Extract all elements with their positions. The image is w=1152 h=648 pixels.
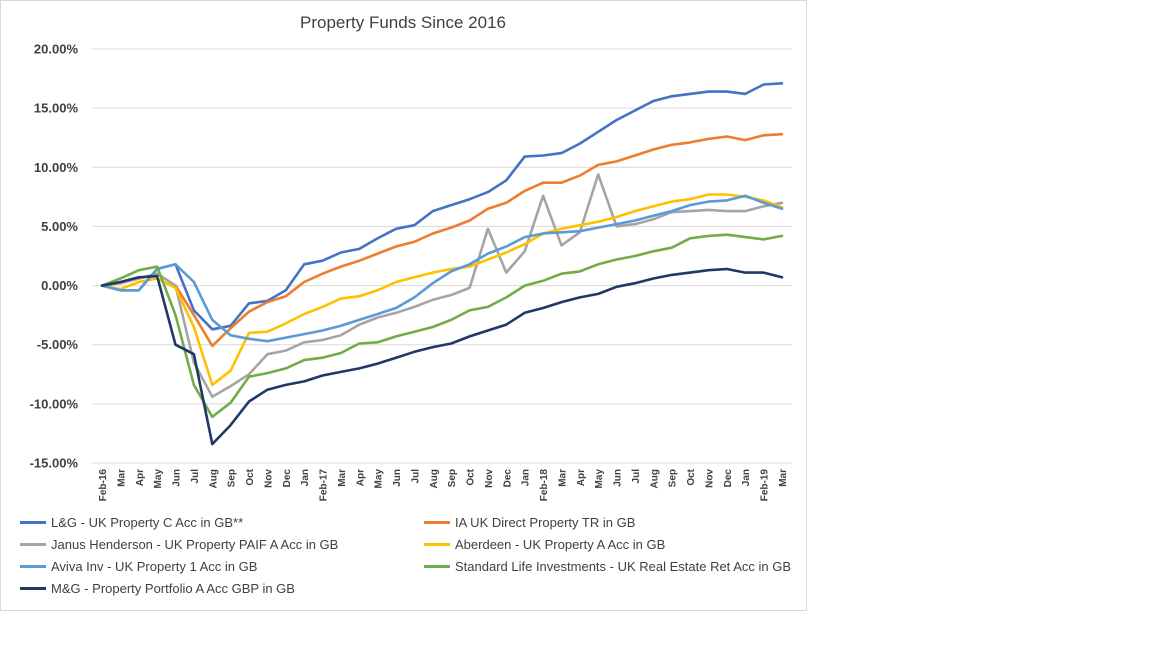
x-tick-label: Jan (300, 469, 311, 486)
legend-label: Standard Life Investments - UK Real Esta… (455, 559, 791, 574)
x-tick-label: Jul (410, 469, 421, 484)
legend-item: L&G - UK Property C Acc in GB** (20, 515, 243, 530)
legend-label: Aviva Inv - UK Property 1 Acc in GB (51, 559, 258, 574)
x-tick-label: Mar (778, 469, 789, 487)
x-tick-label: Nov (484, 469, 495, 488)
y-tick-label: 20.00% (34, 42, 79, 57)
legend-item: M&G - Property Portfolio A Acc GBP in GB (20, 581, 295, 596)
legend-item: Janus Henderson - UK Property PAIF A Acc… (20, 537, 338, 552)
legend-label: Janus Henderson - UK Property PAIF A Acc… (51, 537, 339, 552)
series-lines (100, 82, 784, 446)
x-tick-label: Jul (631, 469, 642, 484)
y-axis-tick-labels: 20.00% 15.00% 10.00% 5.00% 0.00% -5.00% -10.00… (30, 42, 79, 471)
x-tick-label: Jun (613, 469, 624, 487)
x-tick-label: Jan (521, 469, 532, 486)
x-tick-label: Feb-16 (98, 469, 109, 502)
x-tick-label: Jul (190, 469, 201, 484)
x-tick-label: Feb-18 (539, 469, 550, 502)
x-tick-label: May (594, 469, 605, 489)
x-tick-label: Sep (668, 469, 679, 487)
series-line-0 (100, 82, 784, 331)
x-axis-tick-labels: Feb-16 Mar Apr May Jun Jul Aug Sep Oct Nov Dec Jan F… (98, 468, 789, 501)
x-tick-label: Mar (337, 469, 348, 487)
x-tick-label: May (153, 469, 164, 489)
legend-swatch (424, 521, 450, 524)
series-line-2 (100, 173, 784, 399)
x-tick-label: Oct (245, 468, 256, 485)
legend-item: Aviva Inv - UK Property 1 Acc in GB (20, 559, 257, 574)
x-tick-label: Aug (208, 469, 219, 488)
x-tick-label: Aug (649, 469, 660, 488)
series-line-6 (100, 267, 784, 446)
x-tick-label: Feb-19 (760, 469, 771, 502)
legend-swatch (20, 521, 46, 524)
legend-label: Aberdeen - UK Property A Acc in GB (455, 537, 666, 552)
y-tick-label: 5.00% (41, 219, 78, 234)
x-tick-label: Sep (447, 469, 458, 487)
x-tick-label: Apr (576, 469, 587, 486)
x-tick-label: Jun (392, 469, 403, 487)
legend-swatch (424, 543, 450, 546)
x-tick-label: Oct (686, 468, 697, 485)
x-tick-label: Apr (355, 469, 366, 486)
x-tick-label: Mar (557, 469, 568, 487)
x-tick-label: Dec (723, 469, 734, 488)
gridlines (92, 48, 792, 464)
x-tick-label: Oct (466, 468, 477, 485)
x-tick-label: Dec (282, 469, 293, 488)
x-tick-label: Mar (116, 469, 127, 487)
x-tick-label: Nov (263, 469, 274, 488)
legend-swatch (20, 543, 46, 546)
legend-swatch (20, 565, 46, 568)
series-line-1 (100, 132, 784, 348)
legend-label: M&G - Property Portfolio A Acc GBP in GB (51, 581, 295, 596)
legend-item: IA UK Direct Property TR in GB (424, 515, 635, 530)
legend-label: IA UK Direct Property TR in GB (455, 515, 636, 530)
y-tick-label: -15.00% (30, 456, 79, 471)
y-tick-label: 0.00% (41, 278, 78, 293)
x-tick-label: Aug (429, 469, 440, 488)
legend-label: L&G - UK Property C Acc in GB** (51, 515, 244, 530)
x-tick-label: Nov (704, 469, 715, 488)
series-line-4 (100, 194, 784, 343)
chart-title: Property Funds Since 2016 (300, 13, 506, 32)
legend-item: Aberdeen - UK Property A Acc in GB (424, 537, 665, 552)
y-tick-label: 15.00% (34, 101, 79, 116)
legend-swatch (20, 587, 46, 590)
line-chart: Property Funds Since 2016 20.00% 15.00% 10… (30, 13, 792, 501)
legend-item: Standard Life Investments - UK Real Esta… (424, 559, 791, 574)
x-tick-label: Sep (227, 469, 238, 487)
chart-frame (0, 0, 807, 611)
y-tick-label: -5.00% (37, 337, 79, 352)
series-line-3 (100, 193, 784, 387)
x-tick-label: May (374, 469, 385, 489)
legend-swatch (424, 565, 450, 568)
y-tick-label: 10.00% (34, 160, 79, 175)
x-tick-label: Feb-17 (319, 469, 330, 502)
x-tick-label: Apr (135, 469, 146, 486)
x-tick-label: Jan (741, 469, 752, 486)
x-tick-label: Jun (172, 469, 183, 487)
y-tick-label: -10.00% (30, 396, 79, 411)
x-tick-label: Dec (502, 469, 513, 488)
series-line-5 (100, 233, 784, 419)
